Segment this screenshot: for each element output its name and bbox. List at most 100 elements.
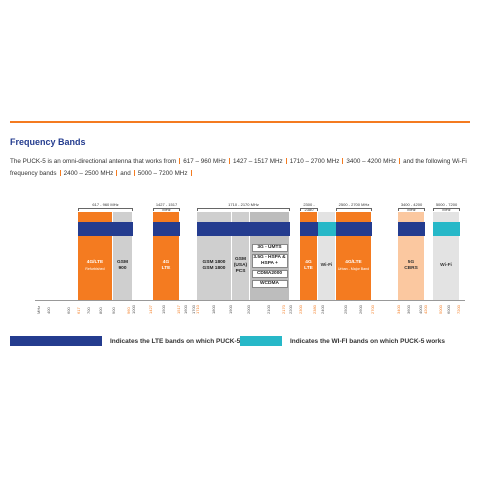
range-label: 1427 - 1517 MHz	[155, 202, 178, 212]
range-label: 2500 - 2700 MHz	[338, 202, 370, 207]
axis-tick-label: 2170	[281, 305, 286, 314]
separator	[133, 170, 135, 176]
separator	[59, 170, 61, 176]
legend-label: Indicates the LTE bands on which PUCK-5 …	[110, 338, 261, 345]
axis-tick-label: 800	[98, 307, 103, 314]
range-text: 5000 – 7200 MHz	[137, 170, 188, 177]
axis-tick-label: 1800	[211, 305, 216, 314]
legend-label: Indicates the WI-FI bands on which PUCK-…	[290, 338, 445, 345]
range-bracket	[300, 208, 318, 211]
axis-tick-label: 2000	[246, 305, 251, 314]
axis-tick-label: 3600	[406, 305, 411, 314]
range-bracket	[398, 208, 425, 211]
legend-swatch	[240, 336, 282, 346]
axis-tick-label: 400	[46, 307, 51, 314]
separator	[342, 158, 344, 164]
block-label: GSM	[235, 257, 246, 262]
block-label: 5G	[407, 260, 415, 265]
intro-text: The PUCK-5 is an omni-directional antenn…	[10, 158, 177, 165]
block-label: PCS	[235, 269, 246, 274]
axis-tick-label: 6000	[446, 305, 451, 314]
block-label: 900	[118, 266, 127, 271]
block-label: (USA)	[233, 263, 248, 268]
axis-tick-label: 600	[66, 307, 71, 314]
block-label: Refurbished	[85, 267, 105, 271]
range-label: 5000 - 7200 MHz	[435, 202, 458, 212]
axis-tick-label: 2100	[266, 305, 271, 314]
axis-tick-label: 1427	[148, 305, 153, 314]
axis-tick-label: 2600	[358, 305, 363, 314]
range-label: 3400 - 4200 MHz	[400, 202, 423, 212]
block-label: Urban - Major Band	[337, 267, 370, 271]
range-text: 1710 – 2700 MHz	[289, 158, 340, 165]
range-text: 2400 – 2500 MHz	[63, 170, 114, 177]
block-label: Wi-Fi	[320, 263, 333, 268]
intro-text: and the following Wi-Fi frequency bands	[10, 158, 467, 177]
axis-tick-label: 1900	[228, 305, 233, 314]
band-strip	[398, 222, 425, 236]
axis-tick-label: 5000	[438, 305, 443, 314]
band-strip	[232, 222, 250, 236]
axis-tick-label: 2300	[298, 305, 303, 314]
band-strip	[300, 222, 318, 236]
band-strip	[433, 222, 460, 236]
axis-tick-label: MHz	[36, 305, 41, 314]
band-strip	[250, 222, 290, 236]
axis-tick-label: 1710	[195, 305, 200, 314]
axis-tick-label: 2700	[370, 305, 375, 314]
block-label: WCDMA	[251, 280, 288, 288]
axis-tick-label: 700	[86, 307, 91, 314]
block-label: GSM	[117, 260, 128, 265]
range-bracket	[78, 208, 133, 211]
axis-tick-label: 3400	[396, 305, 401, 314]
axis-tick-label: 7200	[456, 305, 461, 314]
axis-tick-label: 4200	[423, 305, 428, 314]
band-strip	[153, 222, 180, 236]
range-text: 617 – 960 MHz	[183, 158, 226, 165]
separator	[190, 170, 192, 176]
range-bracket	[336, 208, 372, 211]
axis-tick-label: 617	[76, 307, 81, 314]
range-text: 3400 – 4200 MHz	[346, 158, 397, 165]
axis-tick-label: 1600	[183, 305, 188, 314]
block-label: CDMA2000	[251, 270, 288, 278]
axis-tick-label: 1000	[131, 305, 136, 314]
block-label: GSM 1800	[202, 260, 226, 265]
range-bracket	[433, 208, 460, 211]
range-text: 1427 – 1517 MHz	[232, 158, 283, 165]
band-strip	[78, 222, 113, 236]
block-label: 3.5G - HSPA & HSPA +	[251, 254, 288, 268]
separator	[179, 158, 181, 164]
top-rule	[10, 121, 470, 123]
block-label: 4G	[305, 260, 312, 265]
legend-swatch	[10, 336, 102, 346]
block-label: 4G/LTE	[86, 260, 104, 265]
axis-tick-label: 2200	[288, 305, 293, 314]
band-strip	[318, 222, 336, 236]
separator	[116, 170, 118, 176]
axis-line	[35, 300, 465, 301]
axis-tick-label: 1500	[161, 305, 166, 314]
axis-tick-label: 2400	[320, 305, 325, 314]
axis-tick-label: 2380	[312, 305, 317, 314]
block-label: GSM 1800	[202, 266, 226, 271]
separator	[285, 158, 287, 164]
block-label: Wi-Fi	[440, 263, 452, 268]
band-strip	[113, 222, 133, 236]
axis-tick-label: 2500	[343, 305, 348, 314]
block-label: 4G	[162, 260, 170, 265]
block-label: CBRS	[404, 266, 418, 271]
range-label: 1710 - 2170 MHz	[228, 202, 259, 207]
block-label: 4G/LTE	[345, 260, 362, 265]
separator	[399, 158, 401, 164]
separator	[228, 158, 230, 164]
block-label: LTE	[161, 266, 171, 271]
description: The PUCK-5 is an omni-directional antenn…	[10, 156, 470, 180]
block-label: 3G - UMTS	[251, 244, 288, 252]
band-strip	[197, 222, 232, 236]
block-label: LTE	[304, 266, 313, 271]
axis-tick-label: 900	[111, 307, 116, 314]
range-bracket	[197, 208, 290, 211]
range-bracket	[153, 208, 180, 211]
